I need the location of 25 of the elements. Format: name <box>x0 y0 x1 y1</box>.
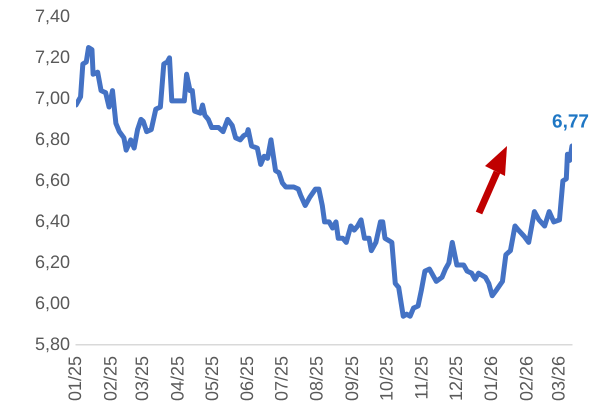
x-tick-label: 08/25 <box>306 356 327 402</box>
x-tick-label: 03/25 <box>132 356 152 402</box>
x-tick-label: 02/25 <box>100 356 120 402</box>
x-tick-label: 11/25 <box>412 356 432 400</box>
y-tick-label: 6,20 <box>34 252 70 272</box>
x-tick-label: 06/25 <box>237 356 258 402</box>
y-tick-label: 7,40 <box>34 6 70 26</box>
x-tick-label: 12/25 <box>446 356 466 402</box>
x-tick-label: 07/25 <box>271 356 292 402</box>
y-tick-label: 7,00 <box>34 88 70 108</box>
annotation: 6,77 <box>552 112 590 133</box>
x-tick-label: 03/26 <box>548 356 568 402</box>
y-tick-label: 6,40 <box>34 210 70 231</box>
x-tick-label: 01/26 <box>481 356 502 402</box>
y-tick-label: 6,80 <box>34 128 70 149</box>
x-tick-label: 02/26 <box>516 356 536 402</box>
y-tick-label: 5,80 <box>34 334 70 354</box>
y-tick-label: 6,00 <box>34 292 70 313</box>
x-tick-label: 05/25 <box>202 356 222 402</box>
x-tick-label: 09/25 <box>342 356 362 402</box>
x-tick-label: 10/25 <box>376 356 396 402</box>
x-tick-label: 04/25 <box>168 356 188 402</box>
y-tick-label: 6,60 <box>34 170 70 190</box>
y-tick-label: 7,20 <box>34 46 70 67</box>
x-tick-label: 01/25 <box>64 356 85 402</box>
